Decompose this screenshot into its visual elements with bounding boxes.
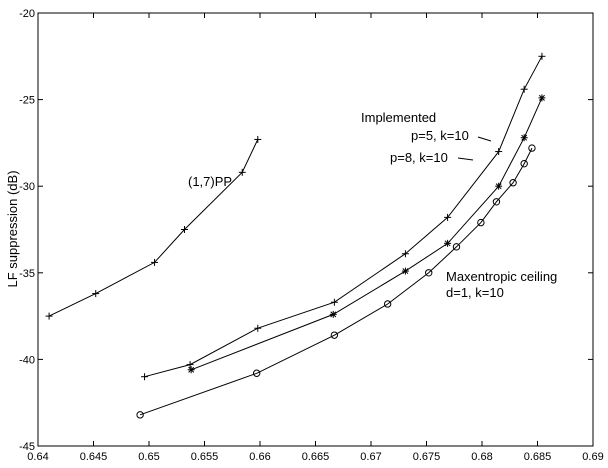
y-tick-label: -25 — [19, 95, 35, 107]
data-point-plus-marker — [92, 290, 100, 298]
x-tick-label: 0.69 — [582, 451, 603, 463]
x-tick-label: 0.675 — [413, 451, 441, 463]
data-point-plus-marker — [495, 148, 503, 156]
y-tick-label: -40 — [19, 354, 35, 366]
x-tick-label: 0.655 — [191, 451, 219, 463]
series-line-3 — [139, 147, 533, 416]
data-point-plus-marker — [520, 85, 528, 93]
data-point-plus-marker — [45, 312, 53, 320]
series-line-0 — [48, 139, 259, 317]
annotation-p5-leader — [477, 136, 492, 142]
data-point-asterisk-marker — [401, 267, 409, 275]
x-tick-label: 0.685 — [524, 451, 552, 463]
x-axis-ticks: 0.64 0.645 0.65 0.655 0.66 0.665 0.67 0.675 0.68… — [27, 13, 604, 463]
y-axis-ticks: -45 -40 -35 -30 -25 -20 — [19, 8, 593, 453]
data-point-plus-marker — [330, 298, 338, 306]
y-axis-label: LF suppression (dB) — [5, 170, 20, 287]
data-point-asterisk-marker — [444, 239, 452, 247]
x-tick-label: 0.66 — [249, 451, 270, 463]
data-point-plus-marker — [141, 373, 149, 381]
data-point-circle-marker — [136, 411, 144, 419]
data-point-plus-marker — [538, 52, 546, 60]
data-point-circle-marker — [477, 218, 485, 227]
data-point-plus-marker — [186, 361, 194, 369]
data-point-asterisk-marker — [329, 310, 337, 318]
data-point-circle-marker — [425, 269, 433, 277]
data-point-plus-marker — [151, 258, 159, 266]
y-tick-label: -35 — [19, 268, 35, 280]
annotation-p8-leader — [457, 157, 474, 161]
data-point-circle-marker — [528, 144, 536, 152]
x-tick-label: 0.67 — [360, 451, 381, 463]
data-series — [45, 52, 546, 419]
data-point-circle-marker — [330, 331, 339, 339]
data-point-circle-marker — [520, 159, 528, 168]
x-tick-label: 0.645 — [80, 451, 108, 463]
data-point-plus-marker — [254, 135, 262, 143]
data-point-asterisk-marker — [187, 366, 195, 374]
annotation-implemented: Implemented — [361, 110, 436, 125]
x-tick-label: 0.64 — [27, 451, 48, 463]
y-tick-label: -45 — [19, 441, 35, 453]
plot-area-frame — [37, 12, 594, 447]
data-point-circle-marker — [252, 369, 261, 377]
y-tick-label: -20 — [19, 8, 35, 20]
data-point-plus-marker — [401, 250, 409, 258]
annotation-pp: (1,7)PP — [188, 174, 232, 189]
annotation-maxent-2: d=1, k=10 — [446, 285, 504, 300]
data-point-asterisk-marker — [520, 134, 528, 142]
series-line-2 — [191, 97, 543, 371]
data-point-circle-marker — [509, 179, 517, 187]
x-tick-label: 0.65 — [138, 451, 159, 463]
annotation-maxent-1: Maxentropic ceiling — [446, 269, 557, 284]
data-point-plus-marker — [238, 168, 246, 176]
y-tick-label: -30 — [19, 181, 35, 193]
data-point-circle-marker — [383, 300, 392, 308]
series-line-1 — [144, 56, 543, 378]
annotation-p8: p=8, k=10 — [390, 150, 448, 165]
data-point-circle-marker — [452, 243, 461, 251]
x-tick-label: 0.68 — [471, 451, 492, 463]
data-point-plus-marker — [444, 213, 452, 221]
data-point-asterisk-marker — [538, 94, 546, 102]
x-tick-label: 0.665 — [302, 451, 330, 463]
data-point-asterisk-marker — [495, 182, 503, 190]
data-point-circle-marker — [492, 198, 501, 206]
data-point-plus-marker — [181, 226, 189, 233]
data-point-plus-marker — [254, 324, 262, 332]
annotation-p5: p=5, k=10 — [411, 128, 469, 143]
